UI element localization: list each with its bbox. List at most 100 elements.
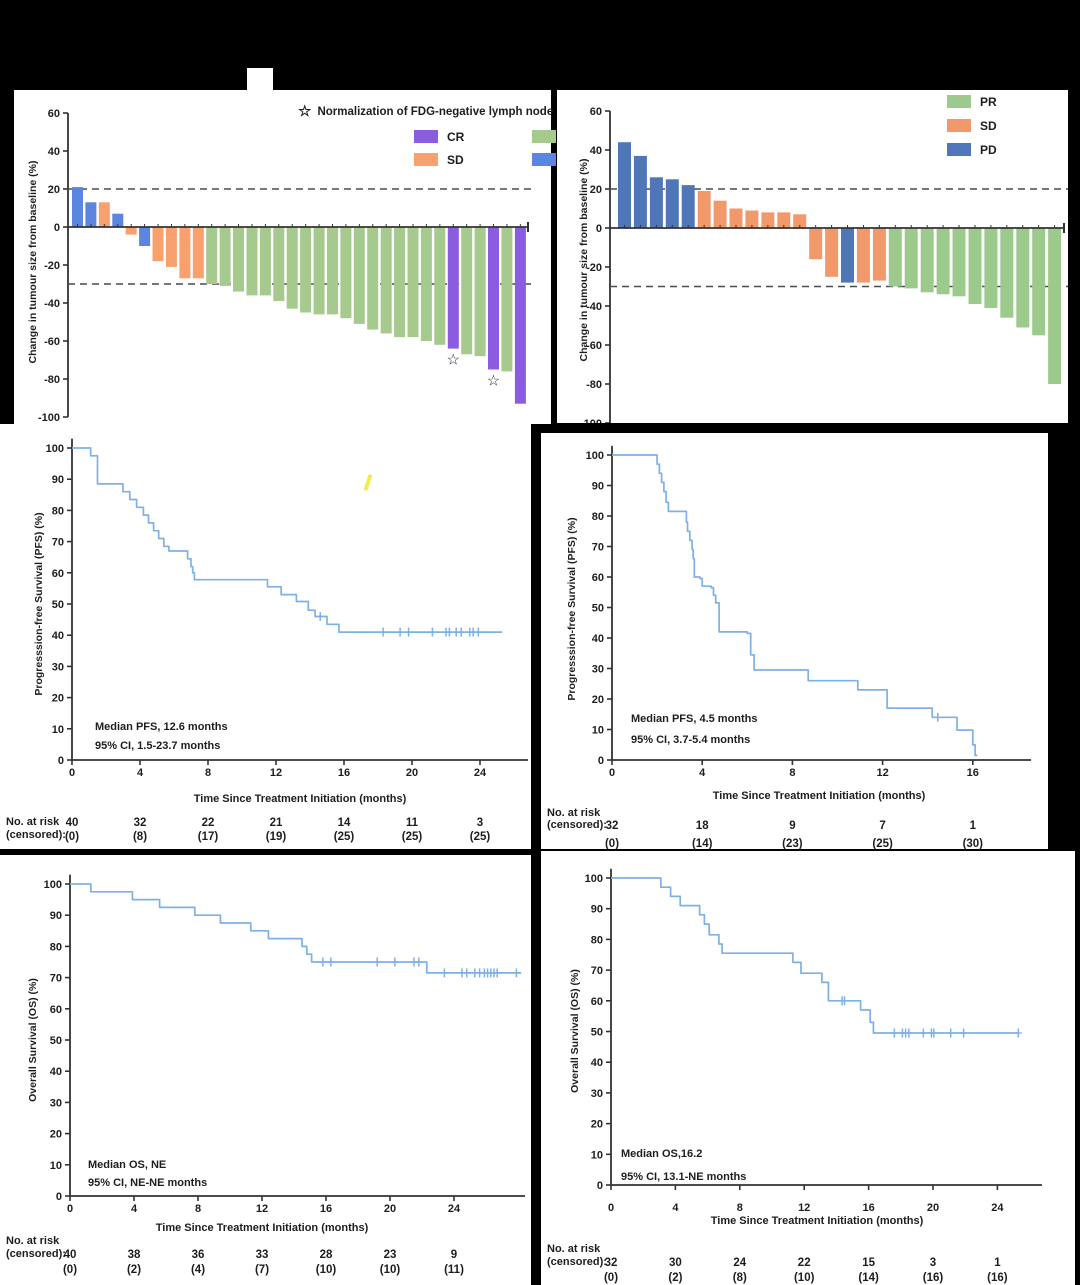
y-tick-label: 70 <box>592 542 604 554</box>
bar-PR <box>300 227 312 313</box>
bar-PR <box>904 228 918 289</box>
risk-label-line2: (censored): <box>547 819 607 831</box>
y-tick-label: 10 <box>591 1149 603 1161</box>
y-tick-label: 60 <box>590 106 602 118</box>
risk-count: 9 <box>789 820 795 832</box>
risk-censored-count: (19) <box>266 831 287 843</box>
median-line: Median OS, NE <box>88 1159 167 1171</box>
risk-censored-count: (17) <box>198 831 219 843</box>
legend-swatch-PR <box>532 130 556 143</box>
bar-PR <box>380 227 392 334</box>
x-tick-label: 8 <box>195 1203 201 1215</box>
risk-censored-count: (2) <box>668 1272 682 1284</box>
bar-PR <box>920 228 934 293</box>
bar-PD <box>72 187 83 227</box>
y-tick-label: 20 <box>50 1129 62 1141</box>
y-tick-label: 50 <box>591 1027 603 1039</box>
y-tick-label: -60 <box>44 336 60 348</box>
median-annotation: Median OS,16.2 95% CI, 13.1-NE months <box>621 1143 746 1189</box>
y-tick-label: 60 <box>48 108 60 120</box>
risk-censored-count: (2) <box>127 1264 141 1276</box>
risk-count: 22 <box>202 817 215 829</box>
y-axis-label: Overall Survival (OS) (%) <box>27 978 39 1102</box>
x-tick-label: 16 <box>320 1203 332 1215</box>
risk-censored-count: (4) <box>191 1264 205 1276</box>
risk-table-label: No. at risk (censored): <box>547 807 607 831</box>
y-tick-label: 90 <box>591 904 603 916</box>
legend-label: CR <box>447 129 465 144</box>
x-axis-label: Time Since Treatment Initiation (months) <box>155 1222 369 1234</box>
bar-SD <box>125 227 137 235</box>
bar-PR <box>273 227 285 302</box>
km-curve <box>72 447 503 633</box>
x-tick-label: 8 <box>789 767 795 779</box>
y-tick-label: 20 <box>48 184 60 196</box>
risk-count: 1 <box>970 820 977 832</box>
y-tick-label: 50 <box>592 603 604 615</box>
bar-PR <box>968 228 982 304</box>
bar-PR <box>984 228 998 308</box>
y-tick-label: 100 <box>46 443 64 455</box>
km-curve <box>612 454 978 757</box>
median-annotation: Median PFS, 4.5 months 95% CI, 3.7-5.4 m… <box>631 709 758 751</box>
x-tick-label: 12 <box>876 767 888 779</box>
legend-swatch-PD <box>947 143 971 156</box>
y-tick-label: 100 <box>585 873 603 885</box>
risk-censored-count: (30) <box>963 838 984 849</box>
x-tick-label: 20 <box>406 767 418 779</box>
y-tick-label: 80 <box>50 941 62 953</box>
x-tick-label: 20 <box>927 1202 939 1214</box>
y-tick-label: 90 <box>52 474 64 486</box>
risk-count: 21 <box>270 817 283 829</box>
bar-PR <box>1000 228 1014 318</box>
y-tick-label: 70 <box>50 973 62 985</box>
bar-PR <box>246 227 258 296</box>
bar-PD <box>112 213 124 227</box>
x-tick-label: 24 <box>474 767 487 779</box>
bar-SD <box>745 210 759 229</box>
y-tick-label: 80 <box>591 934 603 946</box>
bar-PR <box>313 227 325 315</box>
y-tick-label: 60 <box>592 572 604 584</box>
y-tick-label: 70 <box>52 537 64 549</box>
y-tick-label: 0 <box>58 755 64 767</box>
y-tick-label: 40 <box>592 633 604 645</box>
bar-PR <box>394 227 406 338</box>
y-tick-label: -60 <box>586 340 602 352</box>
y-tick-label: 50 <box>52 599 64 611</box>
y-tick-label: 30 <box>592 664 604 676</box>
risk-count: 32 <box>134 817 147 829</box>
bar-PD <box>681 185 695 228</box>
legend-item-PR: PR <box>947 95 1017 109</box>
bar-CR <box>488 227 499 370</box>
waterfall-chart-combo: 60 40 20 0 -20 -40 -60 -80 -100 ☆ ☆ <box>38 108 536 424</box>
risk-count: 32 <box>605 1257 618 1269</box>
risk-label-line1: No. at risk <box>547 1243 601 1255</box>
panel-os-combo: 0 10 20 30 40 50 60 70 80 90 100 0 4 8 12 16 20 24 40 38 36 3… <box>0 855 531 1285</box>
ci-line: 95% CI, 13.1-NE months <box>621 1171 747 1183</box>
star-annotation: ☆ <box>487 373 500 390</box>
y-tick-label: 40 <box>591 1057 603 1069</box>
legend-label: SD <box>980 118 997 133</box>
bar-SD <box>98 202 110 227</box>
y-tick-label: -40 <box>44 298 60 310</box>
risk-count: 11 <box>406 817 419 829</box>
risk-censored-count: (25) <box>402 831 423 843</box>
x-tick-label: 12 <box>798 1202 810 1214</box>
risk-censored-count: (23) <box>782 838 803 849</box>
panel-pfs-combo: 0 10 20 30 40 50 60 70 80 90 100 0 4 8 12 16 20 24 40 32 22 2… <box>0 424 531 849</box>
x-tick-label: 0 <box>69 767 75 779</box>
y-tick-label: 40 <box>48 146 60 158</box>
x-tick-label: 8 <box>737 1202 743 1214</box>
bar-PR <box>434 227 446 345</box>
risk-censored-count: (10) <box>794 1272 815 1284</box>
legend: PR SD PD <box>947 95 1017 157</box>
bar-SD <box>165 227 177 267</box>
bar-PR <box>327 227 338 315</box>
bar-PR <box>936 228 950 295</box>
y-tick-label: 60 <box>591 996 603 1008</box>
bar-PD <box>618 142 631 228</box>
risk-label-line1: No. at risk <box>6 1235 60 1247</box>
y-tick-label: 60 <box>52 568 64 580</box>
